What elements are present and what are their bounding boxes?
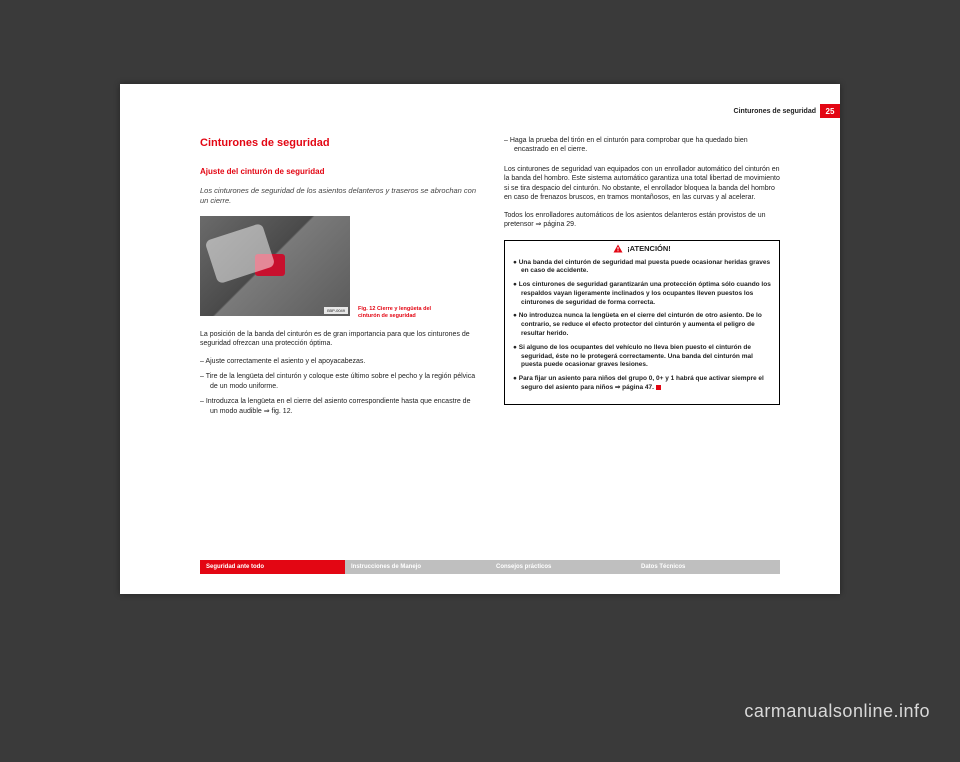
- paragraph: Todos los enrolladores automáticos de lo…: [504, 211, 780, 230]
- step-item: Ajuste correctamente el asiento y el apo…: [200, 357, 476, 366]
- warning-bullet: Para fijar un asiento para niños del gru…: [513, 375, 771, 393]
- manual-page: Cinturones de seguridad 25 Cinturones de…: [120, 84, 840, 594]
- paragraph: Los cinturones de seguridad van equipado…: [504, 165, 780, 203]
- tab-instrucciones[interactable]: Instrucciones de Manejo: [345, 560, 490, 574]
- page-header: Cinturones de seguridad 25: [734, 104, 840, 118]
- warning-body: Una banda del cinturón de seguridad mal …: [505, 257, 779, 404]
- heading-2: Ajuste del cinturón de seguridad: [200, 167, 476, 178]
- warning-title: ¡ATENCIÓN!: [627, 244, 671, 254]
- figure-row: B5P-0049 Fig. 12 Cierre y lengüeta del c…: [200, 216, 476, 320]
- figure-12-image: B5P-0049: [200, 216, 350, 316]
- lead-paragraph: Los cinturones de seguridad de los asien…: [200, 186, 476, 206]
- heading-1: Cinturones de seguridad: [200, 136, 476, 151]
- figure-caption: Fig. 12 Cierre y lengüeta del cinturón d…: [358, 306, 448, 320]
- warning-bullet: Si alguno de los ocupantes del vehículo …: [513, 344, 771, 370]
- figure-code-label: B5P-0049: [324, 307, 348, 314]
- warning-header: ¡ATENCIÓN!: [505, 241, 779, 257]
- left-column: Cinturones de seguridad Ajuste del cintu…: [200, 136, 476, 544]
- header-section-title: Cinturones de seguridad: [734, 108, 816, 115]
- paragraph: La posición de la banda del cinturón es …: [200, 330, 476, 349]
- right-column: Haga la prueba del tirón en el cinturón …: [504, 136, 780, 544]
- page-number: 25: [820, 104, 840, 118]
- warning-box: ¡ATENCIÓN! Una banda del cinturón de seg…: [504, 240, 780, 405]
- tab-datos[interactable]: Datos Técnicos: [635, 560, 780, 574]
- warning-bullet: Los cinturones de seguridad garantizarán…: [513, 281, 771, 307]
- tab-consejos[interactable]: Consejos prácticos: [490, 560, 635, 574]
- step-item: Introduzca la lengüeta en el cierre del …: [200, 397, 476, 416]
- tab-seguridad[interactable]: Seguridad ante todo: [200, 560, 345, 574]
- watermark-text: carmanualsonline.info: [744, 701, 930, 722]
- step-item: Tire de la lengüeta del cinturón y coloq…: [200, 372, 476, 391]
- end-square-icon: [656, 385, 661, 390]
- warning-bullet: No introduzca nunca la lengüeta en el ci…: [513, 312, 771, 338]
- footer-tabs: Seguridad ante todo Instrucciones de Man…: [200, 560, 780, 574]
- warning-bullet: Una banda del cinturón de seguridad mal …: [513, 259, 771, 277]
- step-item: Haga la prueba del tirón en el cinturón …: [504, 136, 780, 155]
- warning-triangle-icon: [613, 244, 623, 253]
- content-area: Cinturones de seguridad Ajuste del cintu…: [200, 136, 780, 544]
